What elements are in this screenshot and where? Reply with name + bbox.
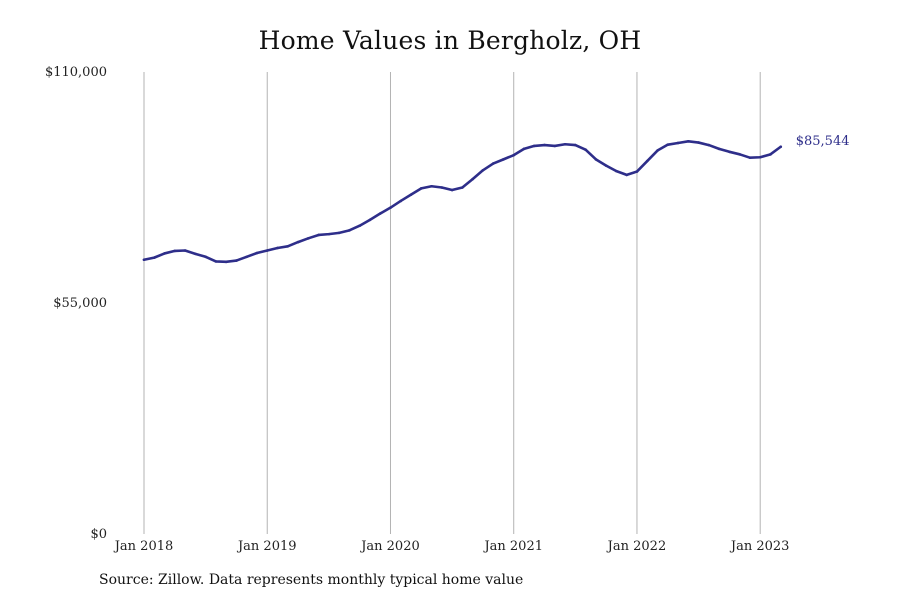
data-point [738,153,741,156]
data-point [224,260,228,264]
data-point [430,184,433,188]
data-point [574,143,577,147]
source-note: Source: Zillow. Data represents monthly … [99,572,524,588]
data-point [563,142,567,146]
data-point [512,153,516,157]
data-point [584,148,587,151]
y-tick-label: $110,000 [45,65,107,80]
y-tick-label: $0 [90,527,107,542]
data-point [409,193,413,196]
data-point [471,177,474,181]
data-point [604,164,608,167]
data-point [461,186,464,189]
data-point [337,231,341,235]
data-point [152,256,156,259]
y-axis: $0 $55,000 $110,000 [45,65,107,542]
data-point [317,233,320,237]
data-point [656,149,659,152]
end-value-label: $85,544 [796,134,850,149]
x-tick-label: Jan 2021 [482,539,543,554]
data-point [758,155,762,159]
data-point [502,158,505,161]
data-point [625,173,628,177]
y-tick-label: $55,000 [53,296,107,311]
data-point [687,140,690,143]
x-tick-label: Jan 2020 [359,539,420,554]
data-point [481,168,485,172]
data-point [779,145,783,149]
data-point [286,245,290,248]
series-layer: $85,544 [142,134,850,264]
data-point [748,156,752,159]
data-point [358,224,361,228]
data-point [645,159,649,163]
data-point [491,162,495,165]
data-point [255,251,259,255]
data-point [348,229,351,232]
data-point [717,147,721,151]
data-point [173,249,177,253]
chart-title: Home Values in Bergholz, OH [258,26,642,55]
data-point [728,150,731,154]
data-point [522,147,526,151]
data-point [697,141,700,144]
data-point [707,143,711,147]
data-point [635,170,639,173]
x-axis: Jan 2018 Jan 2019 Jan 2020 Jan 2021 Jan 2022… [113,539,790,554]
data-point [142,258,146,262]
data-point [194,252,197,256]
data-point [276,246,279,250]
data-point [450,188,454,192]
data-point [532,144,536,148]
data-point [378,212,382,215]
data-point [676,141,680,145]
data-point [769,153,772,156]
data-point [594,158,598,161]
data-point [296,240,300,244]
x-tick-label: Jan 2018 [113,539,174,554]
data-point [327,232,331,236]
data-point [183,249,187,252]
data-point [389,206,392,209]
data-point [666,143,670,146]
data-point [419,187,423,190]
data-point [440,186,444,189]
data-point [235,259,238,262]
data-point [265,249,269,252]
data-point [615,169,618,173]
data-point [368,218,372,222]
data-point [245,255,248,259]
series-line [142,140,783,264]
x-tick-label: Jan 2019 [236,539,297,554]
data-point [163,252,166,255]
data-point [543,143,546,147]
grid-layer [143,72,761,534]
data-point [214,260,218,263]
data-point [553,144,557,148]
x-tick-label: Jan 2023 [729,539,790,554]
data-point [307,237,310,240]
data-point [204,255,207,259]
x-tick-label: Jan 2022 [606,539,667,554]
data-point [399,199,403,203]
